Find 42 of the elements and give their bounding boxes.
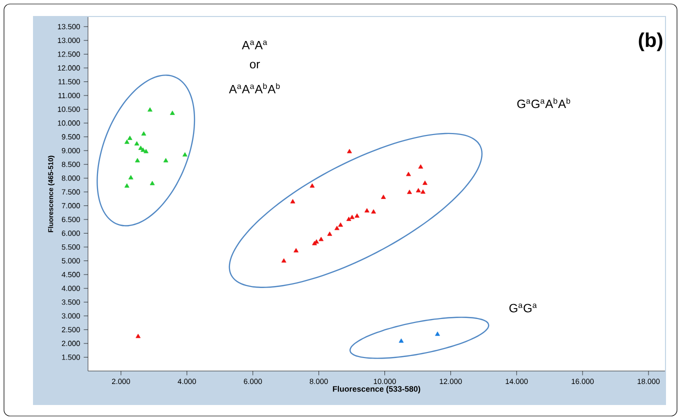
annotation: (b)	[638, 32, 662, 52]
point	[290, 199, 296, 204]
point	[347, 148, 352, 154]
point	[294, 248, 298, 252]
point	[163, 158, 168, 162]
point	[135, 158, 140, 162]
point	[327, 232, 332, 236]
point	[141, 131, 146, 136]
annotation: A$^{a}$A$^{a}$	[242, 40, 268, 50]
point	[182, 152, 188, 157]
point	[380, 194, 386, 199]
annotation: or	[250, 62, 260, 68]
point	[124, 183, 130, 188]
point	[364, 208, 370, 212]
point	[136, 334, 141, 338]
point	[416, 188, 421, 192]
point	[281, 258, 286, 263]
point	[422, 180, 428, 185]
point	[128, 175, 134, 180]
point	[435, 332, 440, 336]
point	[354, 213, 360, 218]
point	[124, 140, 130, 144]
point	[407, 190, 412, 194]
point	[398, 338, 404, 343]
point	[318, 236, 324, 242]
point	[310, 183, 315, 188]
point	[334, 226, 340, 230]
point	[134, 141, 140, 146]
point	[170, 110, 175, 115]
point	[148, 107, 152, 112]
point	[127, 136, 132, 140]
annotation: A$^{a}$A$^{a}$A$^{b}$A$^{b}$	[228, 83, 280, 94]
point	[406, 172, 411, 176]
point	[418, 164, 424, 169]
point	[346, 216, 352, 221]
point	[350, 214, 355, 220]
point	[338, 222, 344, 227]
point	[371, 209, 376, 214]
annotation: G$^{a}$G$^{a}$A$^{b}$A$^{b}$	[517, 98, 570, 108]
point	[150, 180, 155, 186]
point	[420, 189, 426, 194]
annotation: G$^{a}$G$^{a}$	[509, 304, 537, 312]
